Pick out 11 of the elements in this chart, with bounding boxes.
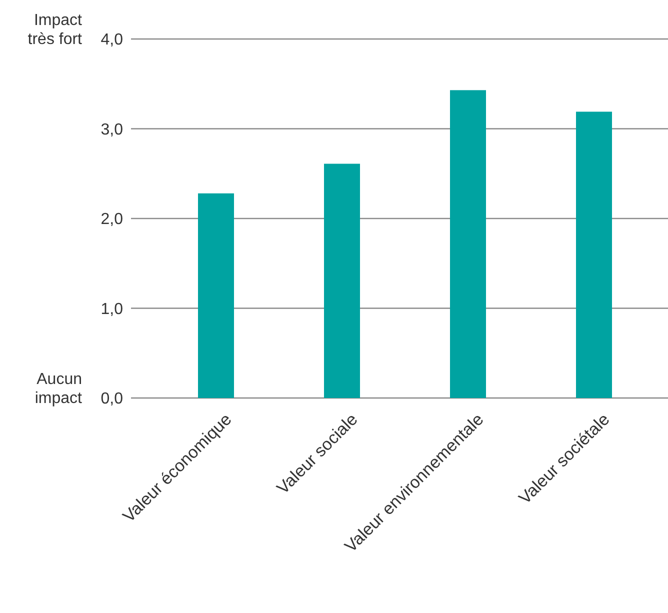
y-tick-label: 4,0 xyxy=(100,32,124,49)
bar xyxy=(450,90,486,398)
text: Aucun impact xyxy=(34,371,83,407)
bar xyxy=(198,193,234,398)
y-tick-label: 3,0 xyxy=(100,121,124,138)
bar xyxy=(576,112,612,398)
y-tick-label: 1,0 xyxy=(100,300,124,318)
text: Impact très fort xyxy=(28,12,83,48)
y-tick-label: 0,0 xyxy=(100,390,124,408)
bar xyxy=(324,164,360,398)
y-tick-label: 2,0 xyxy=(100,211,124,228)
